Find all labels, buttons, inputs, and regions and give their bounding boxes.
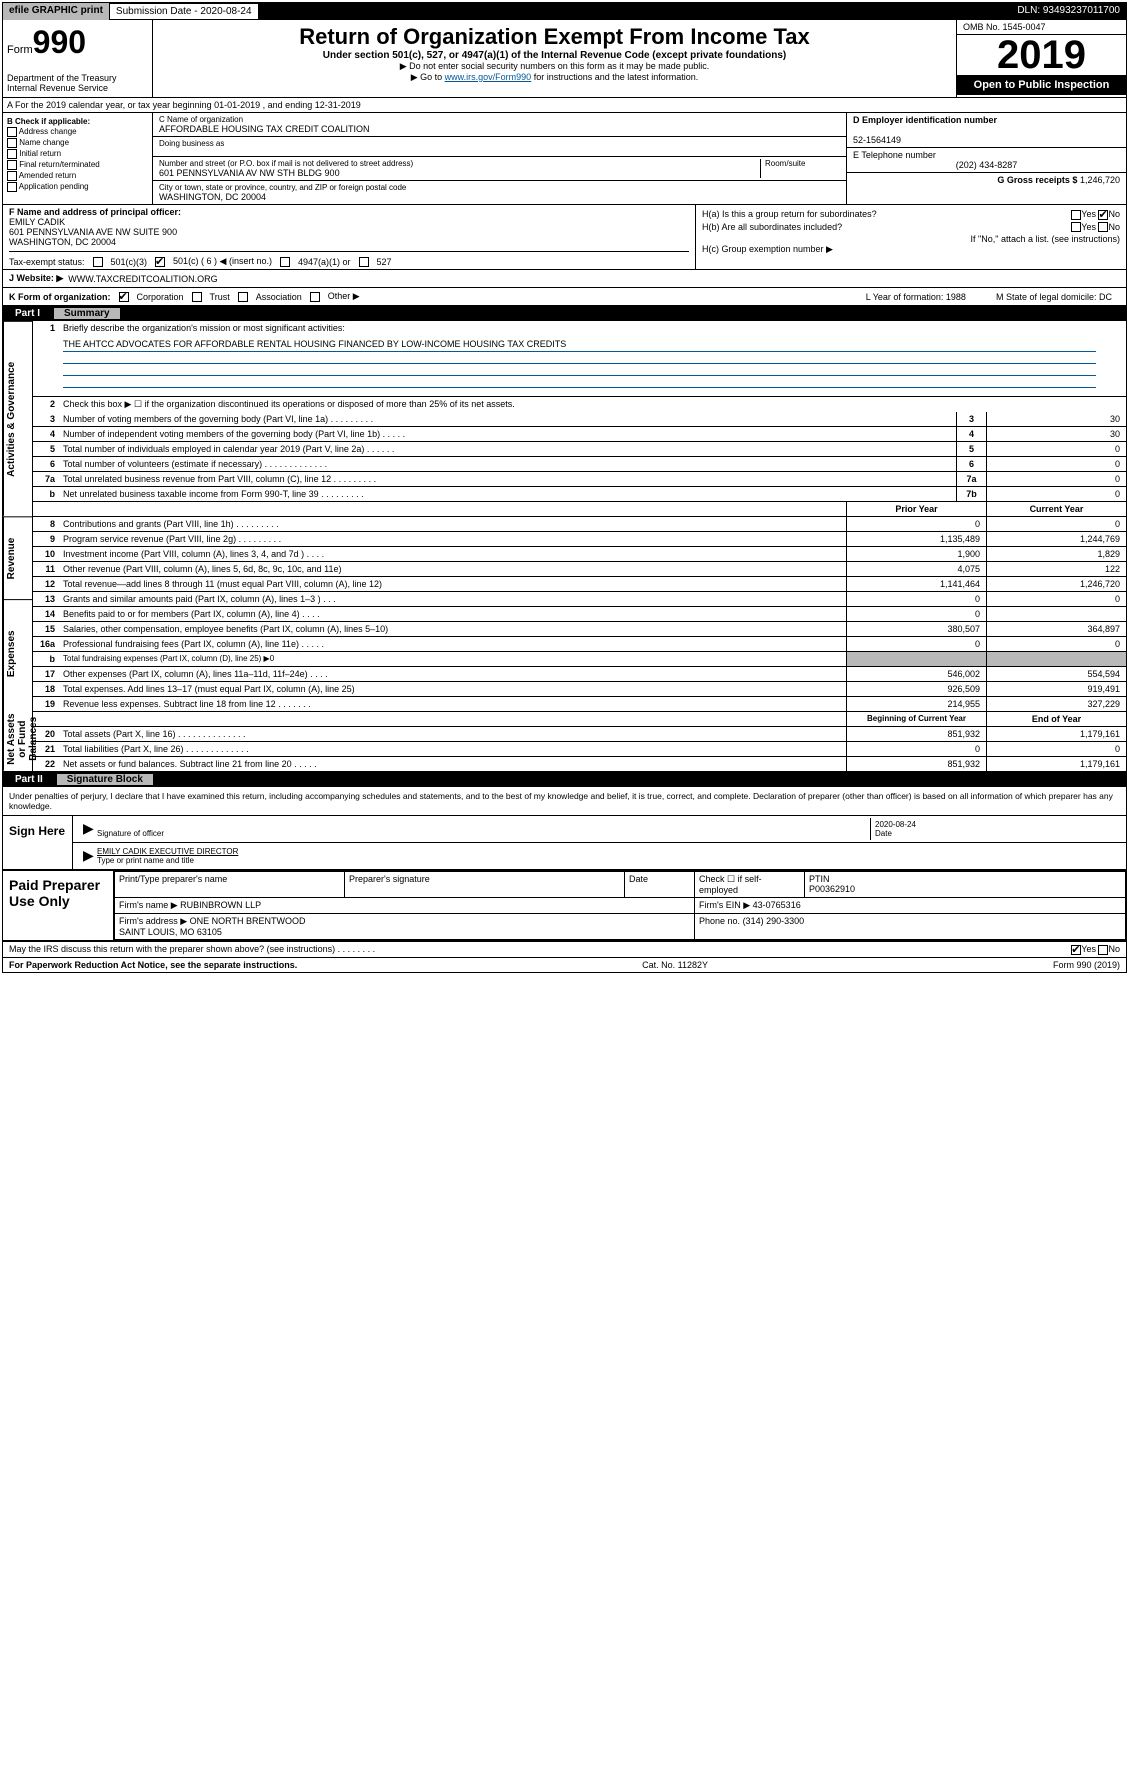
officer-addr: 601 PENNSYLVANIA AVE NW SUITE 900 WASHIN… — [9, 227, 177, 247]
chk-initial[interactable]: Initial return — [7, 149, 148, 159]
phone: (202) 434-8287 — [853, 160, 1120, 170]
chk-4947[interactable] — [280, 257, 290, 267]
header-center: Return of Organization Exempt From Incom… — [153, 20, 956, 97]
ein: 52-1564149 — [853, 135, 901, 145]
part2-header: Part IISignature Block — [3, 772, 1126, 787]
chk-discuss-no[interactable] — [1098, 945, 1108, 955]
dept-treasury: Department of the Treasury Internal Reve… — [7, 73, 148, 93]
box-c: C Name of organization AFFORDABLE HOUSIN… — [153, 113, 846, 204]
chk-amended[interactable]: Amended return — [7, 171, 148, 181]
irs-link[interactable]: www.irs.gov/Form990 — [445, 72, 532, 82]
year-formation: L Year of formation: 1988 — [866, 292, 966, 302]
footer: For Paperwork Reduction Act Notice, see … — [3, 957, 1126, 972]
chk-501c3[interactable] — [93, 257, 103, 267]
firm-ein: 43-0765316 — [753, 900, 801, 910]
website: WWW.TAXCREDITCOALITION.ORG — [68, 274, 217, 284]
section-bcde: B Check if applicable: Address change Na… — [3, 113, 1126, 205]
box-h: H(a) Is this a group return for subordin… — [696, 205, 1126, 269]
form-title: Return of Organization Exempt From Incom… — [163, 24, 946, 50]
note-ssn: ▶ Do not enter social security numbers o… — [163, 61, 946, 72]
state-domicile: M State of legal domicile: DC — [996, 292, 1112, 302]
tax-year: 2019 — [957, 35, 1126, 75]
efile-badge: efile GRAPHIC print — [3, 3, 109, 20]
part1-body: Activities & Governance Revenue Expenses… — [3, 321, 1126, 772]
form-subtitle: Under section 501(c), 527, or 4947(a)(1)… — [163, 50, 946, 61]
declaration: Under penalties of perjury, I declare th… — [3, 787, 1126, 815]
gross-receipts: 1,246,720 — [1080, 175, 1120, 185]
sign-here-row: Sign Here ▶ Signature of officer 2020-08… — [3, 815, 1126, 869]
part1-header: Part ISummary — [3, 306, 1126, 321]
submission-date: Submission Date - 2020-08-24 — [109, 3, 259, 20]
firm-name: RUBINBROWN LLP — [180, 900, 261, 910]
mission-text: THE AHTCC ADVOCATES FOR AFFORDABLE RENTA… — [63, 337, 1096, 352]
section-fh: F Name and address of principal officer:… — [3, 205, 1126, 270]
dln: DLN: 93493237011700 — [1011, 3, 1126, 20]
ptin: P00362910 — [809, 884, 855, 894]
mission-box: THE AHTCC ADVOCATES FOR AFFORDABLE RENTA… — [33, 335, 1126, 396]
form-header: Form990 Department of the Treasury Inter… — [3, 20, 1126, 98]
discuss-row: May the IRS discuss this return with the… — [3, 942, 1126, 957]
topbar: efile GRAPHIC print Submission Date - 20… — [3, 3, 1126, 20]
chk-corp[interactable] — [119, 292, 129, 302]
form-990: efile GRAPHIC print Submission Date - 20… — [2, 2, 1127, 973]
header-right: OMB No. 1545-0047 2019 Open to Public In… — [956, 20, 1126, 97]
chk-501c[interactable] — [155, 257, 165, 267]
form-number: Form990 — [7, 24, 148, 61]
box-f: F Name and address of principal officer:… — [3, 205, 696, 269]
box-b: B Check if applicable: Address change Na… — [3, 113, 153, 204]
header-left: Form990 Department of the Treasury Inter… — [3, 20, 153, 97]
paid-preparer: Paid Preparer Use Only Print/Type prepar… — [3, 869, 1126, 942]
row-website: J Website: ▶ WWW.TAXCREDITCOALITION.ORG — [3, 270, 1126, 288]
firm-phone: (314) 290-3300 — [743, 916, 805, 926]
chk-527[interactable] — [359, 257, 369, 267]
chk-addr-change[interactable]: Address change — [7, 127, 148, 137]
box-de: D Employer identification number 52-1564… — [846, 113, 1126, 204]
row-a: A For the 2019 calendar year, or tax yea… — [3, 98, 1126, 113]
chk-final[interactable]: Final return/terminated — [7, 160, 148, 170]
note-link: ▶ Go to www.irs.gov/Form990 for instruct… — [163, 72, 946, 83]
officer-name: EMILY CADIK — [9, 217, 65, 227]
org-name: AFFORDABLE HOUSING TAX CREDIT COALITION — [159, 124, 840, 134]
open-public: Open to Public Inspection — [957, 75, 1126, 95]
row-klm: K Form of organization: Corporation Trus… — [3, 288, 1126, 306]
org-city: WASHINGTON, DC 20004 — [159, 192, 840, 202]
chk-pending[interactable]: Application pending — [7, 182, 148, 192]
chk-name-change[interactable]: Name change — [7, 138, 148, 148]
officer-title: EMILY CADIK EXECUTIVE DIRECTOR — [97, 847, 238, 856]
org-address: 601 PENNSYLVANIA AV NW STH BLDG 900 — [159, 168, 760, 178]
chk-discuss-yes[interactable] — [1071, 945, 1081, 955]
